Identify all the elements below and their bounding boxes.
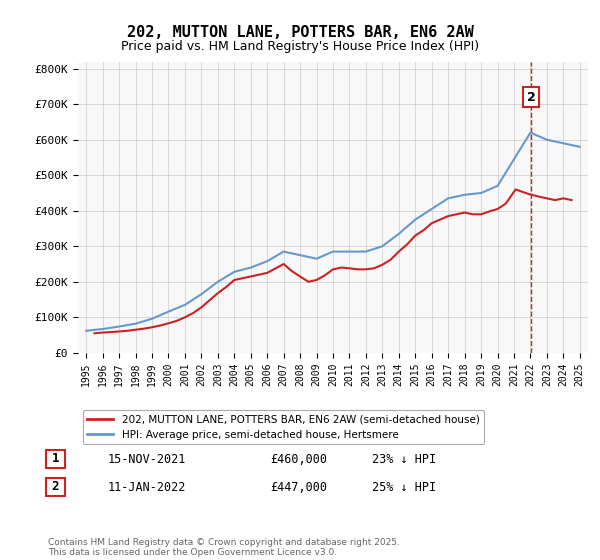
- Text: Contains HM Land Registry data © Crown copyright and database right 2025.
This d: Contains HM Land Registry data © Crown c…: [48, 538, 400, 557]
- Text: 1: 1: [52, 452, 59, 465]
- FancyBboxPatch shape: [46, 478, 65, 496]
- Text: 15-NOV-2021: 15-NOV-2021: [108, 452, 187, 466]
- Text: 23% ↓ HPI: 23% ↓ HPI: [372, 452, 436, 466]
- Text: 202, MUTTON LANE, POTTERS BAR, EN6 2AW: 202, MUTTON LANE, POTTERS BAR, EN6 2AW: [127, 25, 473, 40]
- FancyBboxPatch shape: [46, 450, 65, 468]
- Text: Price paid vs. HM Land Registry's House Price Index (HPI): Price paid vs. HM Land Registry's House …: [121, 40, 479, 53]
- Text: 25% ↓ HPI: 25% ↓ HPI: [372, 480, 436, 494]
- Legend: 202, MUTTON LANE, POTTERS BAR, EN6 2AW (semi-detached house), HPI: Average price: 202, MUTTON LANE, POTTERS BAR, EN6 2AW (…: [83, 410, 484, 444]
- Text: 2: 2: [527, 91, 535, 104]
- Text: 2: 2: [52, 480, 59, 493]
- Text: £460,000: £460,000: [270, 452, 327, 466]
- Text: £447,000: £447,000: [270, 480, 327, 494]
- Text: 11-JAN-2022: 11-JAN-2022: [108, 480, 187, 494]
